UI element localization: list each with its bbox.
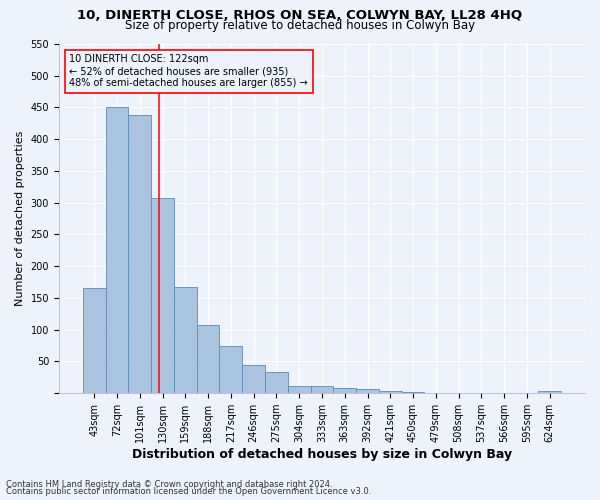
Bar <box>288 386 311 393</box>
Bar <box>128 115 151 393</box>
X-axis label: Distribution of detached houses by size in Colwyn Bay: Distribution of detached houses by size … <box>132 448 512 461</box>
Bar <box>265 372 288 393</box>
Bar <box>174 286 197 393</box>
Bar <box>197 326 220 393</box>
Bar <box>424 392 447 393</box>
Bar <box>220 346 242 393</box>
Bar <box>151 198 174 393</box>
Text: Contains public sector information licensed under the Open Government Licence v3: Contains public sector information licen… <box>6 487 371 496</box>
Bar <box>334 388 356 393</box>
Bar <box>379 390 401 393</box>
Bar <box>83 288 106 393</box>
Bar <box>106 108 128 393</box>
Text: Size of property relative to detached houses in Colwyn Bay: Size of property relative to detached ho… <box>125 19 475 32</box>
Text: Contains HM Land Registry data © Crown copyright and database right 2024.: Contains HM Land Registry data © Crown c… <box>6 480 332 489</box>
Bar <box>538 390 561 393</box>
Bar <box>242 364 265 393</box>
Text: 10 DINERTH CLOSE: 122sqm
← 52% of detached houses are smaller (935)
48% of semi-: 10 DINERTH CLOSE: 122sqm ← 52% of detach… <box>70 54 308 88</box>
Bar <box>447 392 470 393</box>
Bar <box>311 386 334 393</box>
Bar <box>356 389 379 393</box>
Y-axis label: Number of detached properties: Number of detached properties <box>15 131 25 306</box>
Text: 10, DINERTH CLOSE, RHOS ON SEA, COLWYN BAY, LL28 4HQ: 10, DINERTH CLOSE, RHOS ON SEA, COLWYN B… <box>77 9 523 22</box>
Bar <box>401 392 424 393</box>
